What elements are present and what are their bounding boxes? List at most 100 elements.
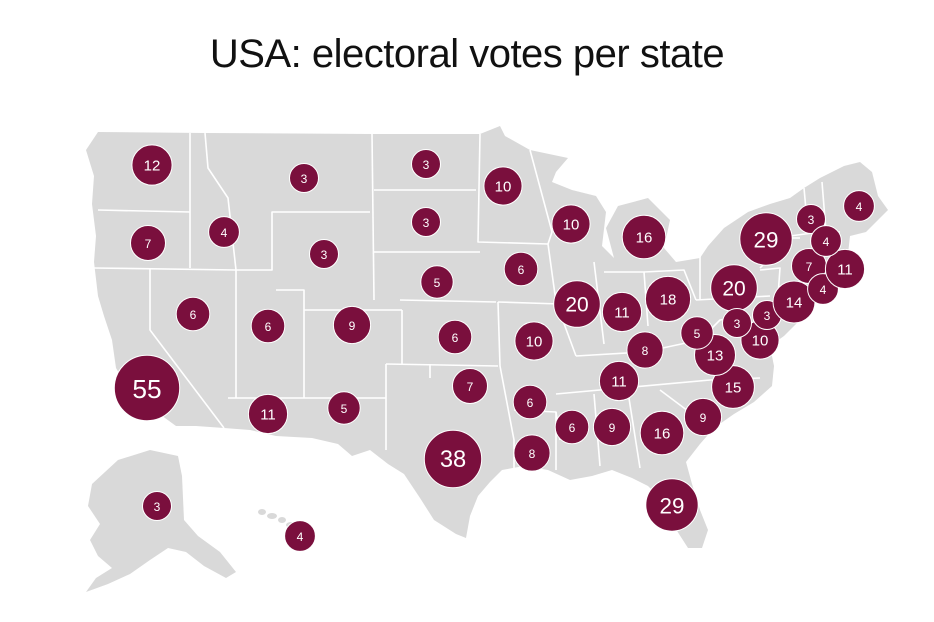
vote-bubble-ky	[626, 331, 664, 369]
vote-bubble-tn	[598, 360, 640, 402]
vote-label-az: 11	[260, 407, 276, 424]
vote-label-hi: 4	[297, 530, 304, 544]
vote-bubble-ut	[250, 308, 286, 344]
vote-bubble-wi	[551, 204, 591, 244]
vote-label-ut: 6	[265, 320, 272, 334]
page-title: USA: electoral votes per state	[209, 32, 725, 76]
vote-label-va: 13	[707, 348, 724, 365]
vote-bubble-in	[601, 291, 643, 333]
vote-bubble-nd	[411, 149, 441, 179]
vote-bubble-ca	[113, 354, 181, 422]
vote-bubble-ny	[739, 212, 793, 266]
vote-bubble-id	[208, 216, 240, 248]
vote-bubble-or	[130, 225, 166, 261]
vote-bubble-wa	[131, 144, 173, 186]
vote-bubble-wv	[680, 316, 714, 350]
vote-label-ct: 7	[806, 260, 813, 274]
vote-bubble-wy	[309, 239, 339, 269]
vote-label-or: 7	[145, 237, 152, 251]
vote-label-mo: 10	[526, 334, 543, 351]
vote-label-ky: 8	[642, 344, 649, 358]
vote-bubble-ks	[437, 319, 473, 355]
vote-label-ar: 6	[527, 396, 534, 410]
vote-label-il: 20	[565, 294, 588, 317]
vote-label-sc: 9	[700, 411, 707, 425]
vote-label-ca: 55	[132, 374, 161, 404]
vote-label-nd: 3	[423, 158, 430, 172]
vote-label-ak: 3	[154, 500, 161, 514]
vote-bubble-mt	[289, 163, 319, 193]
contiguous-us-shape	[86, 126, 888, 548]
vote-bubble-il	[553, 280, 601, 328]
vote-label-nm: 5	[341, 402, 348, 416]
vote-bubble-mi	[621, 214, 667, 260]
vote-bubble-al	[592, 407, 632, 447]
vote-label-mt: 3	[301, 172, 308, 186]
vote-label-co: 9	[349, 319, 356, 333]
vote-label-al: 9	[609, 421, 616, 435]
vote-label-ms: 6	[569, 421, 576, 435]
vote-bubble-nm	[327, 391, 361, 425]
vote-label-ga: 16	[654, 426, 671, 443]
vote-label-id: 4	[221, 226, 228, 240]
vote-label-nh: 4	[823, 235, 830, 249]
vote-bubble-sd	[411, 207, 441, 237]
state-borders	[93, 132, 840, 470]
vote-label-de: 3	[764, 309, 771, 323]
vote-label-ri: 4	[820, 283, 827, 297]
vote-label-ks: 6	[452, 331, 459, 345]
vote-label-wv: 5	[694, 327, 701, 341]
vote-label-nj: 14	[786, 295, 803, 312]
vote-bubble-az	[247, 393, 289, 435]
vote-label-tx: 38	[440, 447, 466, 473]
vote-label-dc: 3	[734, 317, 741, 331]
vote-label-ia: 6	[518, 263, 525, 277]
vote-label-fl: 29	[660, 494, 685, 519]
vote-label-tn: 11	[611, 374, 627, 391]
vote-label-ne: 5	[434, 276, 441, 290]
vote-label-pa: 20	[722, 278, 745, 301]
vote-bubble-ar	[512, 384, 548, 420]
vote-bubble-vt	[796, 204, 826, 234]
vote-label-oh: 18	[660, 292, 677, 309]
vote-bubble-sc	[683, 397, 723, 437]
vote-bubble-nv	[175, 296, 211, 332]
vote-bubble-tx	[423, 429, 483, 489]
vote-bubble-ia	[503, 251, 539, 287]
vote-label-nc: 15	[725, 380, 742, 397]
vote-bubble-hi	[284, 520, 316, 552]
vote-bubble-la	[513, 434, 551, 472]
vote-bubble-mo	[514, 321, 554, 361]
vote-bubble-mn	[483, 166, 523, 206]
vote-label-in: 11	[614, 305, 630, 322]
vote-label-ok: 7	[467, 380, 474, 394]
vote-label-nv: 6	[190, 308, 197, 322]
alaska-shape	[86, 450, 236, 592]
vote-label-ny: 29	[754, 228, 779, 253]
vote-bubble-fl	[645, 478, 699, 532]
vote-bubble-ma	[824, 248, 866, 290]
vote-label-la: 8	[529, 447, 536, 461]
vote-bubble-me	[843, 190, 875, 222]
vote-label-mi: 16	[636, 230, 653, 247]
vote-bubble-nh	[810, 225, 842, 257]
vote-label-ma: 11	[837, 262, 853, 279]
vote-bubble-oh	[644, 275, 692, 323]
vote-bubble-ms	[554, 409, 590, 445]
vote-label-wy: 3	[321, 248, 328, 262]
vote-bubble-dc	[722, 308, 752, 338]
vote-bubble-ak	[142, 491, 172, 521]
vote-bubble-ne	[420, 265, 454, 299]
vote-label-wa: 12	[144, 158, 161, 175]
vote-label-vt: 3	[808, 213, 815, 227]
vote-label-mn: 10	[495, 179, 512, 196]
vote-label-sd: 3	[423, 216, 430, 230]
vote-label-me: 4	[856, 200, 863, 214]
vote-bubble-ga	[639, 410, 685, 456]
vote-bubble-ok	[452, 368, 488, 404]
electoral-vote-bubbles: 12 7 55 4 6 3 3 6 9 11 5 3 3 5 6 7 38 10 6 10 6 8 10 20 16 11 18 8 1…	[113, 144, 875, 552]
vote-bubble-co	[332, 305, 372, 345]
vote-label-wi: 10	[563, 217, 580, 234]
vote-label-md: 10	[752, 333, 769, 350]
